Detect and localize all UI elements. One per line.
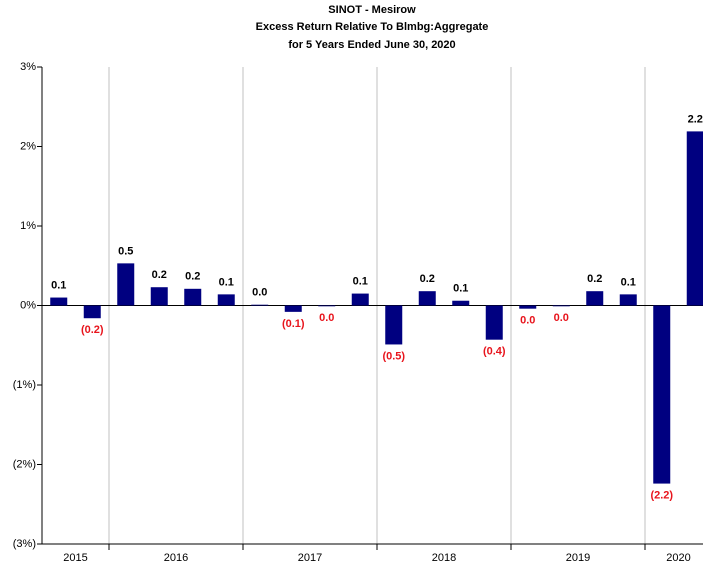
y-tick-label: 1% <box>20 220 36 232</box>
bar <box>653 305 671 484</box>
bar <box>117 263 135 306</box>
x-tick-label: 2019 <box>566 552 590 564</box>
value-label: 0.1 <box>453 283 468 295</box>
value-label: (0.1) <box>282 318 305 330</box>
chart-subtitle: for 5 Years Ended June 30, 2020 <box>288 39 455 51</box>
bar <box>184 288 202 306</box>
value-label: (0.4) <box>483 346 506 358</box>
bar <box>485 305 503 340</box>
value-label: 0.1 <box>219 276 234 288</box>
bar <box>519 305 537 309</box>
y-tick-label: 0% <box>20 299 36 311</box>
x-tick-label: 2020 <box>666 552 690 564</box>
bar <box>217 294 235 306</box>
bar <box>318 305 336 307</box>
value-label: 0.1 <box>353 275 368 287</box>
value-label: 0.1 <box>51 279 66 291</box>
bar <box>284 305 302 312</box>
value-label: (2.2) <box>650 489 673 501</box>
y-tick-label: (1%) <box>13 379 36 391</box>
x-tick-label: 2015 <box>63 552 87 564</box>
value-label: 0.0 <box>520 315 535 327</box>
bar <box>83 305 101 319</box>
bar <box>586 291 604 306</box>
y-tick-label: 2% <box>20 140 36 152</box>
value-label: 0.2 <box>587 273 602 285</box>
value-label: (0.5) <box>382 350 405 362</box>
y-tick-label: 3% <box>20 61 36 73</box>
bar <box>619 294 637 306</box>
value-label: 0.0 <box>252 287 267 299</box>
value-label: 0.2 <box>420 273 435 285</box>
value-label: 0.2 <box>185 271 200 283</box>
bar <box>452 300 470 306</box>
chart-subtitle: Excess Return Relative To Blmbg:Aggregat… <box>256 21 489 33</box>
value-label: 0.5 <box>118 245 133 257</box>
value-label: 0.0 <box>554 312 569 324</box>
bar <box>385 305 403 345</box>
value-label: 0.2 <box>152 269 167 281</box>
bar <box>418 291 436 306</box>
bar <box>150 287 168 306</box>
value-label: 0.0 <box>319 312 334 324</box>
value-label: 2.2 <box>688 113 703 125</box>
bar <box>552 305 570 307</box>
chart-title: SINOT - Mesirow <box>328 4 416 16</box>
x-tick-label: 2016 <box>164 552 188 564</box>
bar <box>686 131 703 306</box>
bar <box>50 297 68 306</box>
bar <box>351 293 369 306</box>
x-tick-label: 2018 <box>432 552 456 564</box>
value-label: (0.2) <box>81 324 104 336</box>
y-tick-label: (3%) <box>13 538 36 550</box>
value-label: 0.1 <box>621 276 636 288</box>
x-tick-label: 2017 <box>298 552 322 564</box>
y-tick-label: (2%) <box>13 458 36 470</box>
bar <box>251 304 269 306</box>
